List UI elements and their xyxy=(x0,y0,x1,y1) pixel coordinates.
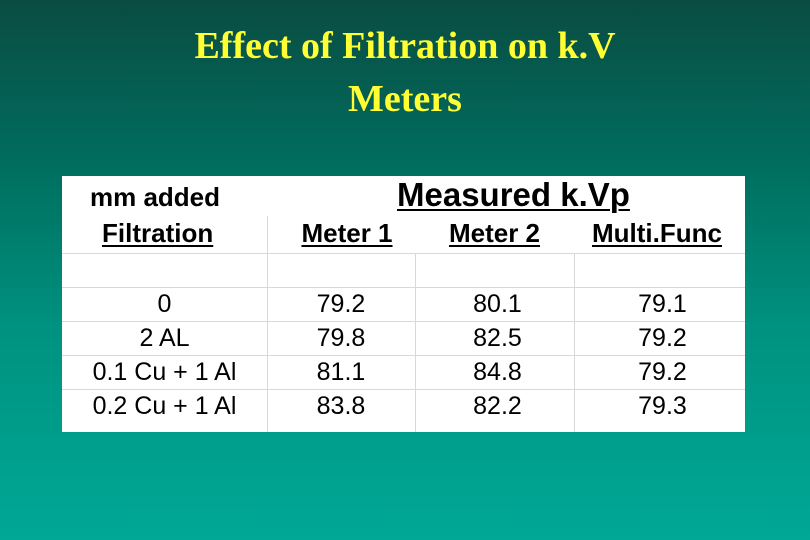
slide-title-line-2: Meters xyxy=(348,78,462,120)
filtration-cell: 2 AL xyxy=(139,324,190,352)
meter-2-cell: 82.5 xyxy=(473,324,522,352)
filtration-header-line-1: mm added xyxy=(90,182,221,212)
column-header-meter-2: Meter 2 xyxy=(448,218,541,248)
multifunc-cell: 79.3 xyxy=(638,392,687,420)
table-row: 0.2 Cu + 1 Al 83.8 82.2 79.3 xyxy=(62,389,745,423)
meter-2-cell: 82.2 xyxy=(473,392,522,420)
kvp-measurement-table: mm added Filtration Measured k.Vp Meter … xyxy=(62,176,745,432)
meter-1-cell: 83.8 xyxy=(316,392,366,420)
multifunc-cell: 79.2 xyxy=(638,324,687,352)
column-separator-line xyxy=(574,253,575,432)
header-separator-line xyxy=(62,287,745,288)
multifunc-cell: 79.1 xyxy=(638,290,687,318)
data-table-body: 0 79.2 80.1 79.1 2 AL 79.8 82.5 79.2 0.1… xyxy=(62,287,745,423)
column-separator-line xyxy=(267,216,268,432)
meter-1-cell: 79.8 xyxy=(316,324,366,352)
measured-kvp-header: Measured k.Vp xyxy=(397,176,630,213)
meter-2-cell: 80.1 xyxy=(473,290,522,318)
column-header-multifunc: Multi.Func xyxy=(592,218,722,248)
filtration-cell: 0.2 Cu + 1 Al xyxy=(92,392,237,420)
table-row: 2 AL 79.8 82.5 79.2 xyxy=(62,321,745,355)
slide-title-line-1: Effect of Filtration on k.V xyxy=(194,25,616,67)
column-separator-line xyxy=(415,253,416,432)
meter-1-cell: 81.1 xyxy=(316,358,366,386)
table-row: 0.1 Cu + 1 Al 81.1 84.8 79.2 xyxy=(62,355,745,389)
slide-title: Effect of Filtration on k.V Meters xyxy=(0,20,810,126)
meter-2-cell: 84.8 xyxy=(473,358,522,386)
row-separator-line xyxy=(62,321,745,322)
row-separator-line xyxy=(62,389,745,390)
filtration-cell: 0 xyxy=(157,290,172,318)
column-header-meter-1: Meter 1 xyxy=(301,218,393,248)
header-separator-line xyxy=(62,253,745,254)
filtration-cell: 0.1 Cu + 1 Al xyxy=(92,358,237,386)
meter-1-cell: 79.2 xyxy=(316,290,366,318)
multifunc-cell: 79.2 xyxy=(638,358,687,386)
table-row: 0 79.2 80.1 79.1 xyxy=(62,287,745,321)
filtration-header-line-2: Filtration xyxy=(102,218,214,248)
row-separator-line xyxy=(62,355,745,356)
